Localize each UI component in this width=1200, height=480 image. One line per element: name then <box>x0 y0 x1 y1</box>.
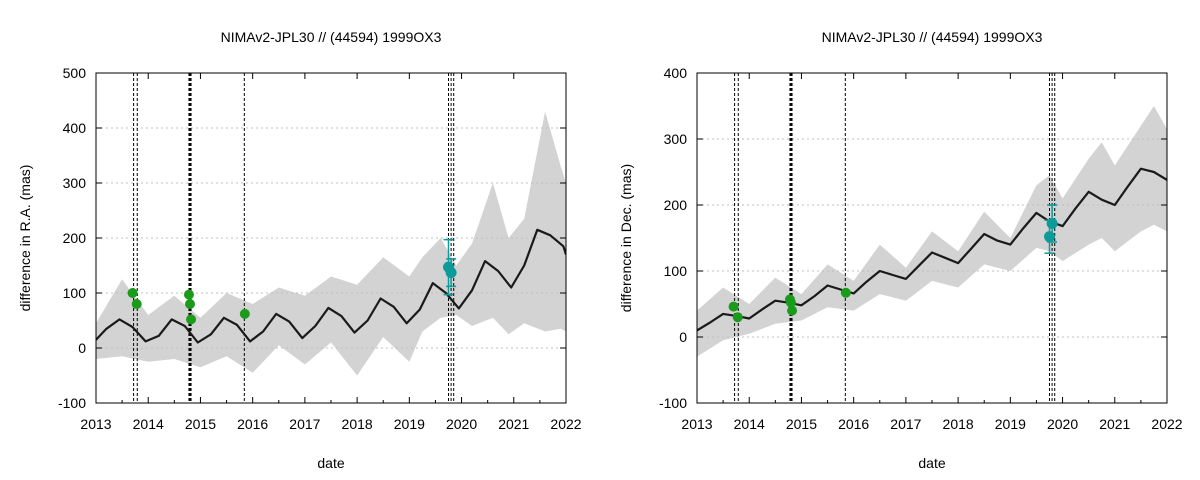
x-tick-label: 2020 <box>446 416 477 432</box>
x-tick-label: 2014 <box>133 416 164 432</box>
x-tick-label: 2017 <box>890 416 921 432</box>
y-tick-label: 300 <box>664 131 688 147</box>
x-tick-label: 2022 <box>550 416 581 432</box>
y-tick-label: 400 <box>664 65 688 81</box>
obs-green-point <box>183 289 194 300</box>
x-tick-label: 2018 <box>342 416 373 432</box>
obs-green-point <box>787 305 798 316</box>
x-tick-label: 2017 <box>289 416 320 432</box>
uncertainty-band <box>96 111 566 376</box>
obs-green-point <box>131 299 142 309</box>
x-tick-label: 2016 <box>838 416 869 432</box>
y-tick-label: 200 <box>664 197 688 213</box>
model-line <box>96 228 566 344</box>
chart-title: NIMAv2-JPL30 // (44594) 1999OX3 <box>822 29 1043 45</box>
obs-teal-point <box>445 267 457 279</box>
y-tick-label: 500 <box>63 65 87 81</box>
obs-green-point <box>786 297 796 308</box>
x-tick-label: 2015 <box>786 416 817 432</box>
x-tick-label: 2016 <box>237 416 268 432</box>
obs-teal-point <box>1044 231 1055 243</box>
chart-ra-difference: -100 0 100 200 300 400 500 2013 2014 2015 2016 2017… <box>17 29 582 471</box>
x-tick-label: 2019 <box>394 416 425 432</box>
uncertainty-band <box>697 106 1167 357</box>
y-tick-label: 400 <box>63 120 87 136</box>
chart-dec-difference: -100 0 100 200 300 400 2013 2014 2015 2016 2017 201… <box>618 29 1183 471</box>
obs-green-point <box>185 299 195 309</box>
obs-green-point <box>127 288 138 298</box>
x-tick-label: 2015 <box>185 416 216 432</box>
plot-area <box>697 73 1167 403</box>
x-tick-label: 2019 <box>995 416 1026 432</box>
obs-green-point <box>728 301 739 312</box>
x-tick-label: 2021 <box>1099 416 1130 432</box>
y-axis-label: difference in R.A. (mas) <box>17 165 33 312</box>
x-tick-label: 2013 <box>681 416 712 432</box>
y-tick-label: 100 <box>63 285 87 301</box>
chart-title: NIMAv2-JPL30 // (44594) 1999OX3 <box>221 29 442 45</box>
y-tick-label: -100 <box>659 395 687 411</box>
y-tick-label: 0 <box>679 329 687 345</box>
x-tick-label: 2022 <box>1151 416 1182 432</box>
obs-green-point <box>186 314 197 325</box>
x-tick-label: 2014 <box>734 416 765 432</box>
obs-green-point <box>732 312 743 323</box>
x-tick-label: 2020 <box>1047 416 1078 432</box>
model-line <box>697 167 1167 332</box>
y-axis-label: difference in Dec. (mas) <box>618 164 634 312</box>
x-tick-label: 2021 <box>498 416 529 432</box>
y-tick-label: 0 <box>78 340 86 356</box>
plot-area <box>96 73 566 403</box>
y-tick-label: -100 <box>58 395 86 411</box>
y-tick-label: 100 <box>664 263 688 279</box>
x-tick-label: 2013 <box>80 416 111 432</box>
obs-teal-point <box>1046 217 1058 229</box>
x-axis-label: date <box>317 455 344 471</box>
y-tick-label: 300 <box>63 175 87 191</box>
obs-green-point <box>239 308 250 319</box>
x-tick-label: 2018 <box>943 416 974 432</box>
y-tick-label: 200 <box>63 230 87 246</box>
x-axis-label: date <box>918 455 945 471</box>
obs-green-point <box>840 287 851 298</box>
